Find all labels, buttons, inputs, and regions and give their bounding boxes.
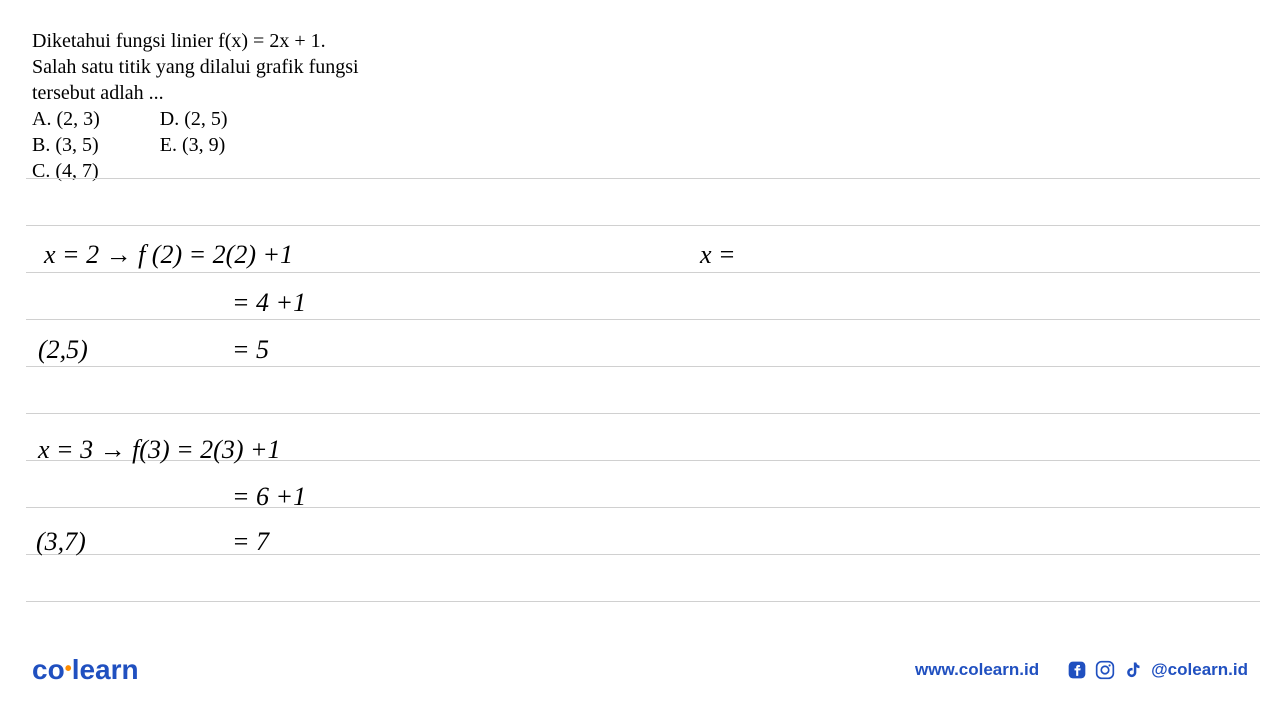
rule-line — [26, 319, 1260, 320]
rule-line — [26, 413, 1260, 414]
handwriting-5: x = 3 → f(3) = 2(3) +1 — [38, 435, 281, 465]
question-line-2: Salah satu titik yang dilalui grafik fun… — [32, 54, 359, 80]
options-col-1: A. (2, 3) B. (3, 5) C. (4, 7) — [32, 106, 100, 184]
logo: co•learn — [32, 654, 139, 686]
rule-line — [26, 601, 1260, 602]
options-col-2: D. (2, 5) E. (3, 9) — [160, 106, 228, 184]
handwriting-1: x = 2 → f (2) = 2(2) +1 — [44, 240, 293, 270]
footer-url: www.colearn.id — [915, 660, 1039, 680]
handwriting-6: = 6 +1 — [232, 482, 306, 512]
handwriting-2: = 4 +1 — [232, 288, 306, 318]
handwriting-8: = 7 — [232, 527, 269, 557]
socials: @colearn.id — [1067, 660, 1248, 680]
footer-right: www.colearn.id @colearn.id — [915, 660, 1248, 680]
rule-line — [26, 225, 1260, 226]
handwriting-3: (2,5) — [38, 335, 88, 365]
facebook-icon — [1067, 660, 1087, 680]
tiktok-icon — [1123, 660, 1143, 680]
option-b: B. (3, 5) — [32, 132, 100, 158]
rule-line — [26, 507, 1260, 508]
rule-line — [26, 272, 1260, 273]
logo-left: co — [32, 654, 65, 685]
question-line-1: Diketahui fungsi linier f(x) = 2x + 1. — [32, 28, 359, 54]
handwriting-4: = 5 — [232, 335, 269, 365]
social-handle: @colearn.id — [1151, 660, 1248, 680]
logo-right: learn — [72, 654, 139, 685]
rule-line — [26, 554, 1260, 555]
handwriting-7: (3,7) — [36, 527, 86, 557]
option-e: E. (3, 9) — [160, 132, 228, 158]
option-d: D. (2, 5) — [160, 106, 228, 132]
footer: co•learn www.colearn.id @colearn.id — [0, 650, 1280, 690]
rule-line — [26, 366, 1260, 367]
question-block: Diketahui fungsi linier f(x) = 2x + 1. S… — [32, 28, 359, 184]
handwriting-9: x = — [700, 240, 736, 270]
rule-line — [26, 178, 1260, 179]
instagram-icon — [1095, 660, 1115, 680]
question-line-3: tersebut adlah ... — [32, 80, 359, 106]
option-a: A. (2, 3) — [32, 106, 100, 132]
options-row: A. (2, 3) B. (3, 5) C. (4, 7) D. (2, 5) … — [32, 106, 359, 184]
logo-dot-icon: • — [65, 658, 72, 680]
